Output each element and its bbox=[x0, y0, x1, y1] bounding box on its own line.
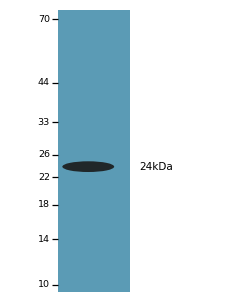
Text: 10: 10 bbox=[38, 280, 50, 290]
Text: 33: 33 bbox=[37, 118, 50, 127]
Ellipse shape bbox=[62, 161, 114, 172]
Text: 22: 22 bbox=[38, 173, 50, 182]
Text: 44: 44 bbox=[38, 78, 50, 87]
Bar bbox=[58, 10, 129, 292]
Text: 18: 18 bbox=[38, 200, 50, 209]
Text: 14: 14 bbox=[38, 235, 50, 244]
Text: 26: 26 bbox=[38, 150, 50, 159]
Text: 70: 70 bbox=[38, 15, 50, 24]
Text: 24kDa: 24kDa bbox=[139, 162, 172, 172]
Text: kDa: kDa bbox=[29, 0, 50, 2]
